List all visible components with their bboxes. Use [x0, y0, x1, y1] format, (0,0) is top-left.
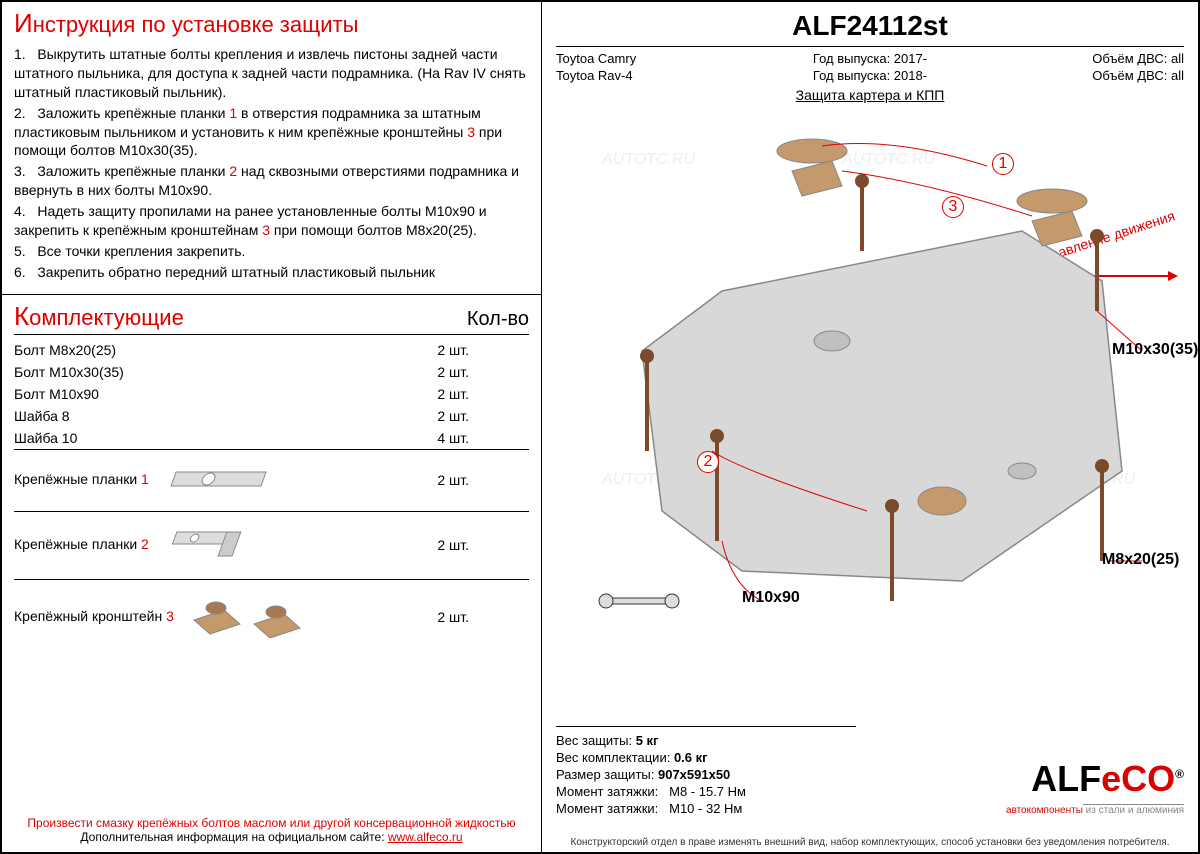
instructions-list: 1. Выкрутить штатные болты крепления и и… — [14, 45, 529, 282]
skid-plate-diagram — [542, 111, 1200, 611]
logo-subtitle: автокомпоненты из стали и алюминия — [1006, 800, 1184, 818]
table-row: Шайба 104 шт. — [14, 427, 529, 450]
specs-box: Вес защиты: 5 кг Вес комплектации: 0.6 к… — [556, 726, 856, 818]
table-row: Шайба 82 шт. — [14, 405, 529, 427]
part-name: Шайба 8 — [14, 405, 408, 427]
vehicle-engine: Объём ДВС: all — [975, 51, 1184, 66]
spec-kit-weight: Вес комплектации: 0.6 кг — [556, 750, 856, 765]
page: Инструкция по установке защиты 1. Выкрут… — [0, 0, 1200, 854]
title-rest: нструкция по установке защиты — [33, 12, 359, 37]
table-row: Крепёжные планки 22 шт. — [14, 511, 529, 579]
vehicles-list: Toytoa CamryГод выпуска: 2017-Объём ДВС:… — [556, 51, 1184, 83]
part-name: Болт М10x30(35) — [14, 361, 408, 383]
title-first-letter: И — [14, 8, 33, 38]
vehicle-engine: Объём ДВС: all — [975, 68, 1184, 83]
instructions-box: Инструкция по установке защиты 1. Выкрут… — [2, 2, 541, 295]
qty-title: Кол-во — [467, 308, 529, 331]
part-icon — [159, 526, 269, 565]
instruction-item: 3. Заложить крепёжные планки 2 над сквоз… — [14, 162, 529, 200]
callout-2: 2 — [697, 451, 719, 473]
right-column: ALF24112st Toytoa CamryГод выпуска: 2017… — [542, 2, 1198, 852]
product-code: ALF24112st — [556, 10, 1184, 47]
part-qty: 2 шт. — [408, 449, 529, 511]
callout-1: 1 — [992, 153, 1014, 175]
disclaimer: Конструкторский отдел в праве изменять в… — [556, 837, 1184, 848]
label-m8-20: М8x20(25) — [1102, 551, 1179, 569]
part-qty: 2 шт. — [408, 579, 529, 655]
parts-table: Болт М8x20(25)2 шт.Болт М10x30(35)2 шт.Б… — [14, 339, 529, 655]
part-name: Крепёжные планки 1 — [14, 449, 408, 511]
info-text: Дополнительная информация на официальном… — [80, 830, 387, 844]
logo-text: ALFeCO® — [1006, 758, 1184, 800]
parts-box: Комплектующие Кол-во Болт М8x20(25)2 шт.… — [2, 295, 541, 852]
table-row: Болт М10x902 шт. — [14, 383, 529, 405]
label-m10-30: М10x30(35) — [1112, 341, 1198, 359]
parts-title: Комплектующие — [14, 301, 184, 332]
part-qty: 2 шт. — [408, 361, 529, 383]
subtitle: Защита картера и КПП — [556, 87, 1184, 103]
spec-size: Размер защиты: 907x591x50 — [556, 767, 856, 782]
instruction-item: 5. Все точки крепления закрепить. — [14, 242, 529, 261]
table-row: Крепёжный кронштейн 32 шт. — [14, 579, 529, 655]
parts-title-first: К — [14, 301, 29, 331]
vehicle-name: Toytoa Rav-4 — [556, 68, 765, 83]
footer-note: Произвести смазку крепёжных болтов масло… — [14, 816, 529, 844]
part-icon — [184, 594, 314, 641]
instruction-item: 6. Закрепить обратно передний штатный пл… — [14, 263, 529, 282]
site-link[interactable]: www.alfeco.ru — [388, 830, 463, 844]
site-info: Дополнительная информация на официальном… — [14, 830, 529, 844]
diagram-area: AUTOTC.RU AUTOTC.RU AUTOTC.RU AUTOTC.RU … — [542, 111, 1198, 611]
table-row: Болт М10x30(35)2 шт. — [14, 361, 529, 383]
parts-header: Комплектующие Кол-во — [14, 301, 529, 335]
vehicle-row: Toytoa Rav-4Год выпуска: 2018-Объём ДВС:… — [556, 68, 1184, 83]
vehicle-year: Год выпуска: 2017- — [765, 51, 974, 66]
right-header: ALF24112st Toytoa CamryГод выпуска: 2017… — [542, 2, 1198, 111]
table-row: Крепёжные планки 12 шт. — [14, 449, 529, 511]
parts-title-rest: омплектующие — [29, 305, 184, 330]
part-name: Шайба 10 — [14, 427, 408, 450]
spec-weight: Вес защиты: 5 кг — [556, 733, 856, 748]
spec-torque2: Момент затяжки: М10 - 32 Нм — [556, 801, 856, 816]
instruction-item: 1. Выкрутить штатные болты крепления и и… — [14, 45, 529, 102]
part-name: Болт М8x20(25) — [14, 339, 408, 361]
spec-torque1: Момент затяжки: М8 - 15.7 Нм — [556, 784, 856, 799]
part-name: Крепёжные планки 2 — [14, 511, 408, 579]
instruction-item: 4. Надеть защиту пропилами на ранее уста… — [14, 202, 529, 240]
part-icon — [159, 464, 269, 497]
part-qty: 4 шт. — [408, 427, 529, 450]
part-name: Болт М10x90 — [14, 383, 408, 405]
vehicle-name: Toytoa Camry — [556, 51, 765, 66]
instructions-title: Инструкция по установке защиты — [14, 8, 529, 39]
left-column: Инструкция по установке защиты 1. Выкрут… — [2, 2, 542, 852]
part-qty: 2 шт. — [408, 383, 529, 405]
part-name: Крепёжный кронштейн 3 — [14, 579, 408, 655]
part-qty: 2 шт. — [408, 511, 529, 579]
callout-3: 3 — [942, 196, 964, 218]
label-m10-90: М10x90 — [742, 589, 800, 607]
lubrication-note: Произвести смазку крепёжных болтов масло… — [14, 816, 529, 830]
part-qty: 2 шт. — [408, 339, 529, 361]
table-row: Болт М8x20(25)2 шт. — [14, 339, 529, 361]
brand-logo: ALFeCO® автокомпоненты из стали и алюмин… — [1006, 758, 1184, 818]
vehicle-row: Toytoa CamryГод выпуска: 2017-Объём ДВС:… — [556, 51, 1184, 66]
part-qty: 2 шт. — [408, 405, 529, 427]
instruction-item: 2. Заложить крепёжные планки 1 в отверст… — [14, 104, 529, 161]
vehicle-year: Год выпуска: 2018- — [765, 68, 974, 83]
